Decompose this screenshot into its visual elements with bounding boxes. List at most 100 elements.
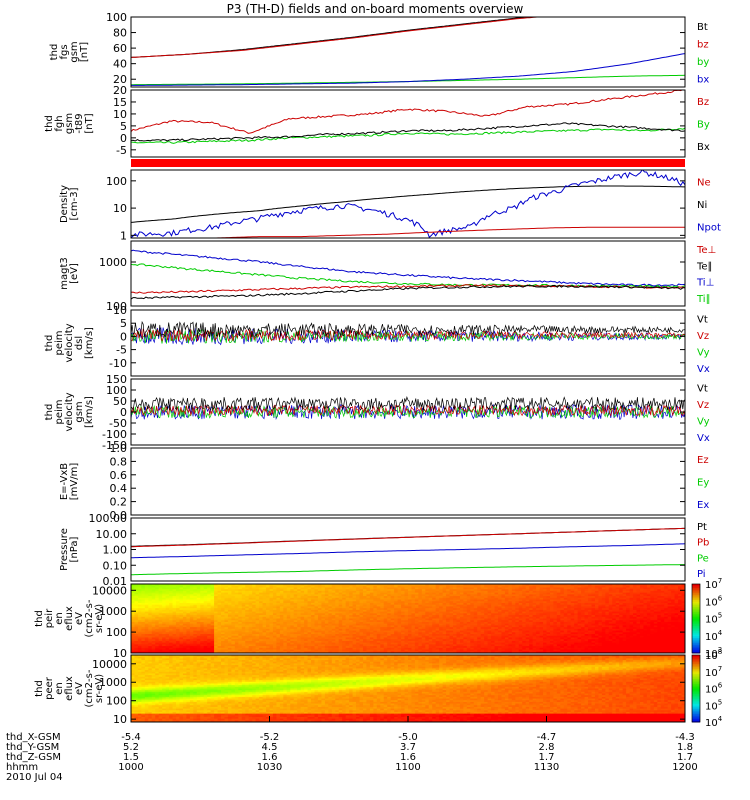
heatmap-cell <box>501 589 506 592</box>
heatmap-cell <box>446 584 451 587</box>
heatmap-cell <box>210 596 215 599</box>
heatmap-cell <box>435 637 440 640</box>
heatmap-cell <box>304 630 309 633</box>
heatmap-cell <box>328 651 333 653</box>
heatmap-cell <box>484 604 489 607</box>
heatmap-cell <box>408 616 412 619</box>
heatmap-cell <box>397 635 402 638</box>
heatmap-cell <box>297 651 302 653</box>
legend-Ey: Ey <box>697 478 709 489</box>
heatmap-cell <box>259 627 264 630</box>
heatmap-cell <box>321 642 326 645</box>
heatmap-cell <box>466 618 471 621</box>
heatmap-cell <box>487 611 492 614</box>
heatmap-cell <box>404 587 409 590</box>
heatmap-cell <box>421 651 426 653</box>
y-tick-label: 60 <box>113 42 127 55</box>
heatmap-cell <box>169 599 174 602</box>
heatmap-cell <box>317 613 322 616</box>
heatmap-cell <box>463 584 468 587</box>
heatmap-cell <box>539 599 544 602</box>
heatmap-cell <box>511 649 516 652</box>
heatmap-cell <box>286 609 291 613</box>
heatmap-cell <box>162 597 167 601</box>
heatmap-cell <box>342 596 347 599</box>
heatmap-cell <box>515 587 520 590</box>
heatmap-cell <box>439 611 444 614</box>
heatmap-cell <box>317 606 322 609</box>
heatmap-cell <box>300 630 305 633</box>
heatmap-cell <box>473 627 478 630</box>
heatmap-cell <box>362 630 367 633</box>
heatmap-cell <box>158 601 163 604</box>
heatmap-cell <box>529 604 534 607</box>
heatmap-cell <box>397 634 402 637</box>
heatmap-cell <box>442 587 447 590</box>
heatmap-cell <box>276 632 281 635</box>
heatmap-cell <box>411 613 416 616</box>
heatmap-cell <box>162 589 167 592</box>
heatmap-cell <box>532 623 537 626</box>
heatmap-cell <box>307 615 312 618</box>
heatmap-cell <box>456 651 461 653</box>
heatmap-cell <box>304 628 309 632</box>
heatmap-cell <box>425 625 430 628</box>
heatmap-cell <box>446 596 451 599</box>
heatmap-cell <box>484 590 489 594</box>
heatmap-cell <box>189 637 194 640</box>
heatmap-cell <box>456 597 461 601</box>
heatmap-cell <box>155 616 160 619</box>
heatmap-cell <box>279 594 284 597</box>
heatmap-cell <box>383 628 388 632</box>
heatmap-cell <box>214 604 219 607</box>
heatmap-cell <box>446 642 451 645</box>
heatmap-cell <box>182 627 187 630</box>
heatmap-cell <box>515 618 520 621</box>
heatmap-cell <box>529 606 534 609</box>
heatmap-cell <box>518 649 523 652</box>
heatmap-cell <box>217 630 222 633</box>
heatmap-cell <box>144 621 149 625</box>
heatmap-cell <box>536 594 541 597</box>
heatmap-cell <box>252 608 257 611</box>
heatmap-cell <box>241 615 246 618</box>
heatmap-cell <box>525 604 530 607</box>
heatmap-cell <box>324 642 329 645</box>
heatmap-cell <box>536 632 541 635</box>
heatmap-cell <box>484 596 489 599</box>
y-axis-label: [nT] <box>79 42 90 62</box>
heatmap-cell <box>193 620 198 623</box>
heatmap-cell <box>428 644 433 647</box>
heatmap-cell <box>373 589 378 592</box>
heatmap-cell <box>293 613 298 616</box>
heatmap-cell <box>421 640 426 644</box>
heatmap-cell <box>162 644 167 647</box>
heatmap-cell <box>269 596 274 599</box>
heatmap-cell <box>162 613 167 616</box>
heatmap-cell <box>511 647 516 651</box>
heatmap-cell <box>217 618 222 621</box>
heatmap-cell <box>369 621 374 625</box>
heatmap-cell <box>186 637 191 640</box>
heatmap-cell <box>165 647 170 651</box>
heatmap-cell <box>269 639 274 642</box>
heatmap-cell <box>508 606 513 609</box>
heatmap-cell <box>525 597 530 601</box>
heatmap-cell <box>494 630 499 633</box>
heatmap-cell <box>428 616 433 619</box>
heatmap-cell <box>203 634 208 637</box>
heatmap-cell <box>408 604 412 607</box>
heatmap-cell <box>207 590 212 594</box>
heatmap-cell <box>518 635 523 638</box>
heatmap-cell <box>134 649 139 652</box>
heatmap-cell <box>484 625 489 628</box>
heatmap-cell <box>446 618 451 621</box>
y-tick-label: 10 <box>113 202 127 215</box>
heatmap-cell <box>248 613 253 616</box>
heatmap-cell <box>536 618 541 621</box>
heatmap-cell <box>418 649 423 652</box>
heatmap-cell <box>137 606 142 609</box>
heatmap-cell <box>494 635 499 638</box>
heatmap-cell <box>362 632 367 635</box>
heatmap-cell <box>331 611 336 614</box>
